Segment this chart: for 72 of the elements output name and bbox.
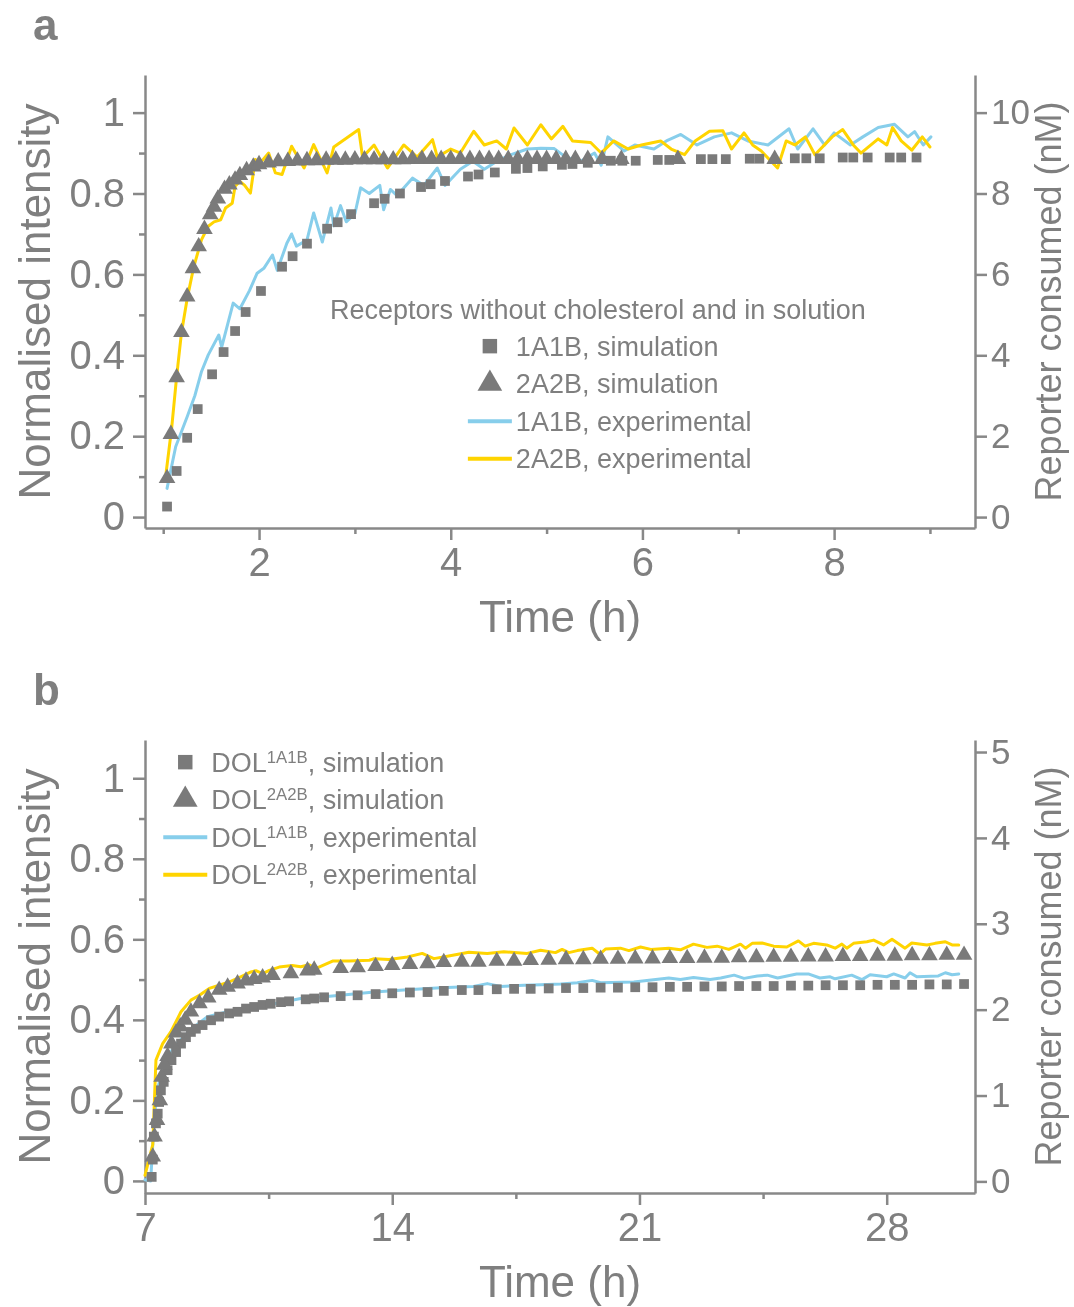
y-tick-label: 0.2 xyxy=(69,413,125,458)
y2-tick-label: 8 xyxy=(991,173,1011,213)
point xyxy=(190,236,207,252)
y2-axis-title: Reporter consumed (nM) xyxy=(1028,101,1069,502)
x-tick-label: 2 xyxy=(248,540,271,585)
x-tick-label: 28 xyxy=(864,1205,910,1250)
point xyxy=(207,369,217,380)
x-tick-label: 21 xyxy=(617,1205,663,1250)
y-tick-label: 0.6 xyxy=(69,916,125,961)
legend-label: 1A1B, experimental xyxy=(515,406,752,437)
x-tick-label: 8 xyxy=(823,540,846,585)
legend-label: DOL$^{1A1B}$, simulation xyxy=(211,747,445,778)
point xyxy=(184,258,202,274)
y2-tick-label: 5 xyxy=(991,731,1011,771)
y2-tick-label: 0 xyxy=(991,1161,1011,1201)
point xyxy=(218,347,229,357)
point xyxy=(171,466,182,476)
point xyxy=(230,326,240,336)
point xyxy=(287,251,298,262)
y2-tick-label: 1 xyxy=(991,1075,1011,1115)
x-tick-label: 7 xyxy=(134,1205,157,1250)
legend-label: DOL$^{2A2B}$, simulation xyxy=(211,784,445,816)
y2-tick-label: 4 xyxy=(991,334,1011,374)
y2-tick-label: 2 xyxy=(991,415,1011,455)
y2-tick-label: 2 xyxy=(991,989,1011,1029)
y-tick-label: 1 xyxy=(102,89,125,134)
x-tick-label: 6 xyxy=(631,540,655,585)
x-axis-title: Time (h) xyxy=(478,1257,642,1306)
y2-tick-label: 3 xyxy=(991,903,1011,943)
x-axis-title: Time (h) xyxy=(478,592,642,641)
y2-axis-title: Reporter consumed (nM) xyxy=(1028,766,1069,1167)
point xyxy=(256,286,266,296)
y2-tick-label: 0 xyxy=(991,496,1011,536)
y-tick-label: 0 xyxy=(102,1158,125,1203)
point xyxy=(579,149,597,164)
y-tick-label: 0.2 xyxy=(69,1077,125,1122)
y-tick-label: 0.8 xyxy=(69,836,125,881)
point xyxy=(240,307,251,317)
legend-label: DOL$^{1A1B}$, experimental xyxy=(211,822,478,853)
y-axis-title: Normalised intensity xyxy=(10,103,59,500)
point xyxy=(162,501,172,512)
point xyxy=(192,404,203,414)
legend-title: Receptors without cholesterol and in solution xyxy=(329,295,866,326)
point xyxy=(322,223,332,234)
chart-title: a xyxy=(33,0,58,49)
point xyxy=(182,432,193,443)
y-tick-label: 0 xyxy=(102,494,125,539)
y-tick-label: 0.4 xyxy=(69,332,125,377)
y2-tick-label: 4 xyxy=(991,817,1011,857)
y-tick-label: 0.8 xyxy=(69,170,125,215)
point xyxy=(178,287,196,302)
y-axis-title: Normalised intensity xyxy=(10,768,59,1165)
point xyxy=(379,193,390,204)
y-tick-label: 0.6 xyxy=(69,251,125,296)
legend-label: 2A2B, simulation xyxy=(515,369,719,400)
point xyxy=(766,149,784,164)
y-tick-label: 0.4 xyxy=(69,997,125,1042)
point xyxy=(302,238,312,249)
point xyxy=(209,189,227,204)
point xyxy=(277,261,287,272)
x-tick-label: 14 xyxy=(370,1205,415,1250)
legend-label: 1A1B, simulation xyxy=(515,331,719,362)
y2-tick-label: 10 xyxy=(991,92,1030,132)
x-tick-label: 4 xyxy=(440,540,463,585)
point xyxy=(613,149,630,164)
y-tick-label: 1 xyxy=(102,755,125,800)
chart-title: b xyxy=(33,665,60,714)
point xyxy=(196,219,213,234)
legend-label: 2A2B, experimental xyxy=(515,444,752,475)
y2-tick-label: 6 xyxy=(991,254,1011,294)
legend-label: DOL$^{2A2B}$, experimental xyxy=(211,859,478,891)
point xyxy=(173,322,190,338)
